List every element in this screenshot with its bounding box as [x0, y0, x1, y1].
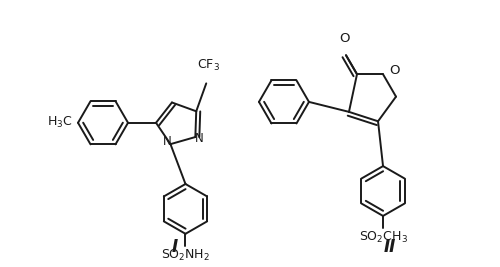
Text: N: N — [163, 135, 172, 148]
Text: N: N — [195, 132, 203, 144]
Text: O: O — [390, 64, 400, 77]
Text: CF$_3$: CF$_3$ — [197, 58, 220, 73]
Text: I: I — [172, 238, 178, 256]
Text: SO$_2$CH$_3$: SO$_2$CH$_3$ — [358, 230, 408, 245]
Text: H$_3$C: H$_3$C — [48, 115, 73, 130]
Text: SO$_2$NH$_2$: SO$_2$NH$_2$ — [161, 248, 210, 263]
Text: O: O — [339, 32, 349, 45]
Text: II: II — [384, 238, 396, 256]
